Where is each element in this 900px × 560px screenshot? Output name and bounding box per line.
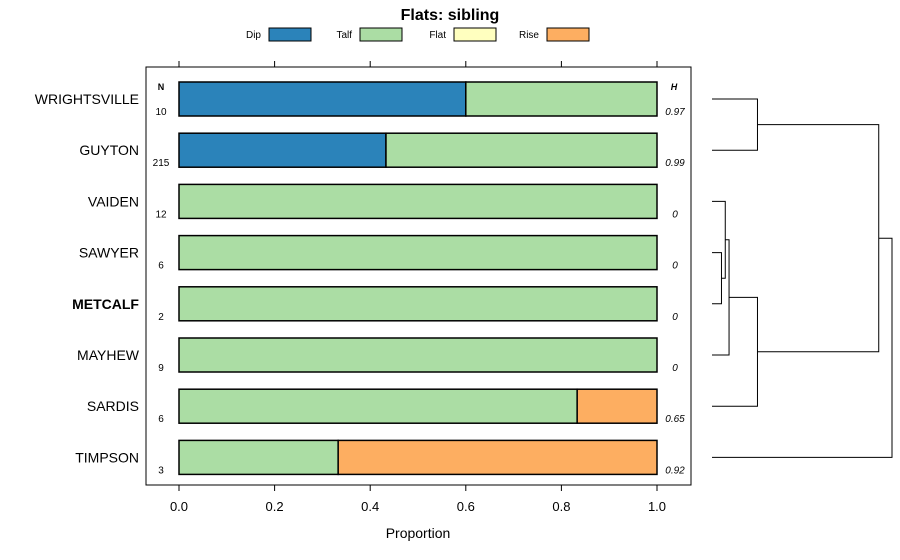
dendrogram-link-5 [712,98,758,151]
legend-label-rise: Rise [519,30,539,41]
legend: Dip Talf Flat Rise [246,27,590,42]
category-label: SAWYER [79,245,139,261]
h-value: 0.92 [665,465,685,476]
h-column-header: H [671,82,678,92]
bar-segment-talf [178,439,339,476]
bar-segment-talf [465,81,658,117]
n-column-header: N [158,82,165,92]
plot-frame [145,66,692,486]
h-value: 0 [672,261,678,272]
legend-swatch-rise [546,27,590,42]
n-value: 6 [158,261,164,272]
dendrogram-link-4 [712,296,758,407]
dendrogram-link-7 [712,237,893,458]
n-value: 10 [155,107,167,118]
row-sardis: SARDIS 6 0.65 [87,388,685,425]
legend-swatch-flat [453,27,497,42]
row-timpson: TIMPSON 3 0.92 [75,439,685,476]
bar-segment-talf [178,286,658,322]
dendrogram-link-2 [712,200,726,279]
n-value: 6 [158,414,164,425]
bar-segment-rise [337,439,658,476]
bar-segment-dip [178,81,467,117]
dendrogram-link-3 [712,239,730,356]
category-label: WRIGHTSVILLE [35,91,139,107]
category-label: METCALF [72,296,139,312]
h-value: 0 [672,363,678,374]
legend-label-talf: Talf [336,30,352,41]
bar-segment-talf [385,132,658,168]
x-tick-label: 0.8 [552,499,570,514]
bar-rows: WRIGHTSVILLE 10 0.97 GUYTON 215 0.99 VAIDEN 12 0… [35,81,685,476]
x-tick-label: 1.0 [648,499,666,514]
row-vaiden: VAIDEN 12 0 [88,183,678,220]
x-axis-label: Proportion [386,525,451,541]
category-label: MAYHEW [77,347,140,363]
x-tick-label: 0.2 [266,499,284,514]
legend-label-flat: Flat [429,30,446,41]
dendrogram-link-1 [712,252,722,305]
legend-swatch-talf [359,27,403,42]
category-label: SARDIS [87,398,139,414]
legend-swatch-dip [268,27,312,42]
n-value: 2 [158,312,164,323]
h-value: 0.97 [665,107,685,118]
row-guyton: GUYTON 215 0.99 [79,132,685,169]
bar-segment-dip [178,132,387,168]
category-label: TIMPSON [75,449,139,465]
row-wrightsville: WRIGHTSVILLE 10 0.97 [35,81,685,118]
x-tick-label: 0.6 [457,499,475,514]
h-value: 0.65 [665,414,685,425]
h-value: 0 [672,209,678,220]
dendrogram [712,98,893,458]
x-tick-label: 0.4 [361,499,379,514]
n-value: 3 [158,465,164,476]
bar-segment-talf [178,337,658,373]
row-mayhew: MAYHEW 9 0 [77,337,678,374]
category-label: GUYTON [79,142,139,158]
x-axis: 0.0 0.2 0.4 0.6 0.8 1.0 [170,485,666,514]
row-sawyer: SAWYER 6 0 [79,234,678,272]
bar-segment-talf [178,183,658,220]
bar-segment-rise [576,388,658,424]
row-metcalf: METCALF 2 0 [72,286,678,323]
bar-segment-talf [178,388,578,424]
h-value: 0.99 [665,158,685,169]
n-value: 9 [158,363,164,374]
legend-label-dip: Dip [246,30,261,41]
bar-segment-talf [178,234,658,271]
dendrogram-link-6 [757,124,880,353]
n-value: 215 [153,158,170,169]
chart-title: Flats: sibling [401,7,500,24]
n-value: 12 [155,209,167,220]
category-label: VAIDEN [88,193,139,209]
x-tick-label: 0.0 [170,499,188,514]
h-value: 0 [672,312,678,323]
top-axis-ticks [178,61,658,67]
